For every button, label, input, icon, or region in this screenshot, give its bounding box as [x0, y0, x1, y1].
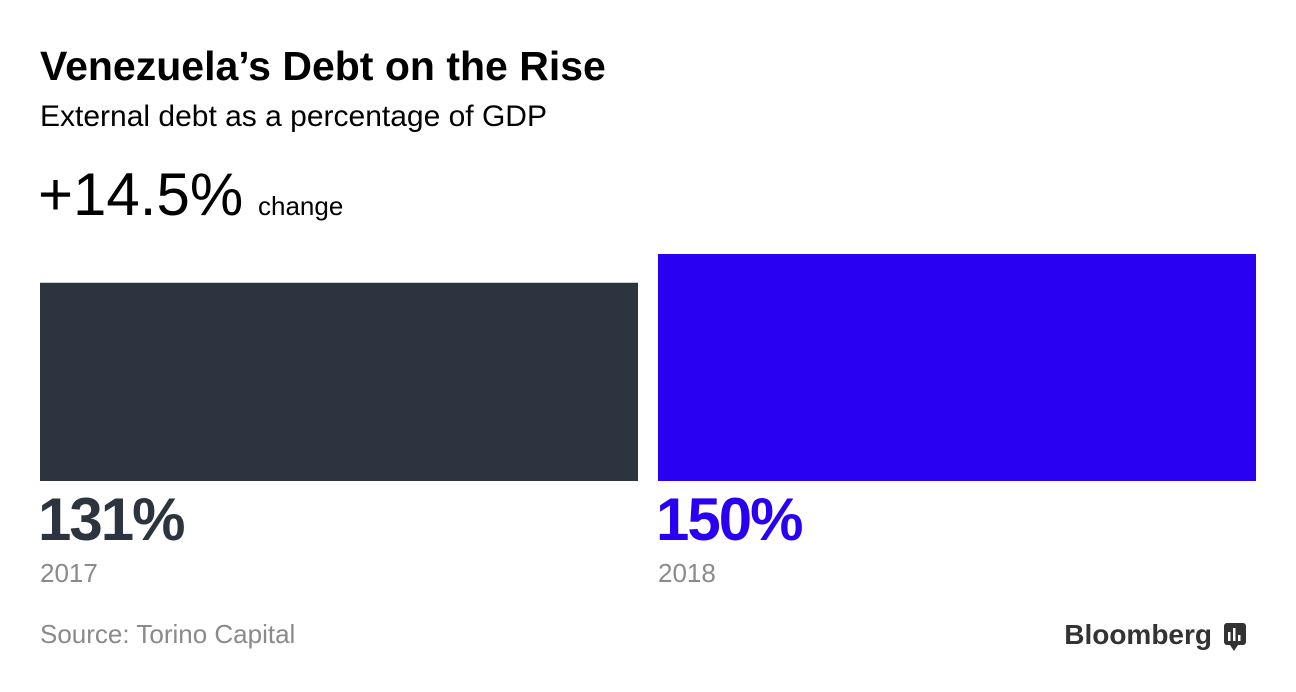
chart-subtitle: External debt as a percentage of GDP [40, 100, 547, 133]
category-label: 2018 [658, 558, 716, 588]
brand: Bloomberg [1064, 619, 1212, 650]
value-label: 150% [656, 486, 802, 553]
value-label: 131% [38, 486, 184, 553]
bar [40, 282, 638, 481]
change-value: +14.5% [38, 161, 243, 228]
source: Source: Torino Capital [40, 619, 295, 649]
brand-icon [1224, 623, 1246, 651]
change-text: change [258, 191, 343, 221]
bar [658, 254, 1256, 481]
category-label: 2017 [40, 558, 98, 588]
chart-title: Venezuela’s Debt on the Rise [40, 43, 606, 89]
